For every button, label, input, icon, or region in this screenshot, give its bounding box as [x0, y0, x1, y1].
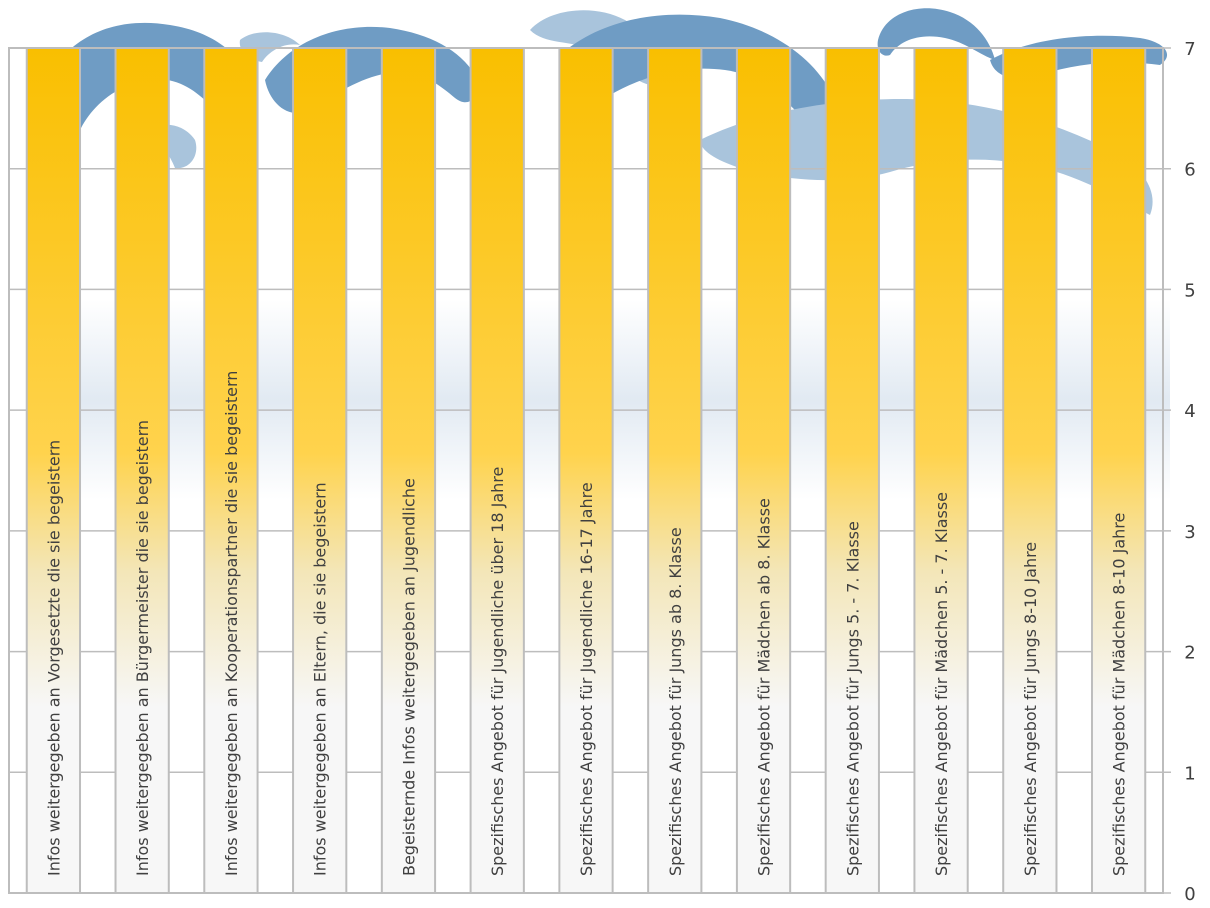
category-label: Spezifisches Angebot für Jungs 8-10 Jahr… — [1021, 542, 1040, 876]
category-label: Spezifisches Angebot für Mädchen 8-10 Ja… — [1110, 513, 1129, 876]
category-label: Spezifisches Angebot für Jugendliche 16-… — [577, 482, 596, 876]
y-axis-ticks: 0 1 2 3 4 5 6 7 — [1184, 39, 1195, 905]
wave-dark-shape — [877, 8, 995, 61]
category-label: Infos weitergegeben an Bürgermeister die… — [133, 420, 152, 876]
bar[interactable] — [380, 47, 437, 894]
bar[interactable] — [913, 47, 969, 894]
category-label: Infos weitergegeben an Vorgesetzte die s… — [44, 440, 63, 876]
category-label: Begeisternde Infos weitergegeben an Juge… — [399, 478, 418, 876]
y-tick-label: 6 — [1184, 160, 1195, 181]
bar[interactable] — [1090, 47, 1147, 894]
y-tick-label: 1 — [1184, 763, 1195, 784]
category-label: Infos weitergegeben an Kooperationspartn… — [222, 371, 241, 876]
bar[interactable] — [735, 47, 792, 894]
y-tick-label: 7 — [1184, 39, 1195, 60]
category-labels: Infos weitergegeben an Vorgesetzte die s… — [44, 371, 1128, 876]
plot-frame — [8, 47, 1164, 894]
category-label: Spezifisches Angebot für Jungs ab 8. Kla… — [666, 527, 685, 876]
category-label: Infos weitergegeben an Eltern, die sie b… — [311, 482, 330, 876]
y-tick-label: 2 — [1184, 643, 1195, 664]
category-label: Spezifisches Angebot für Jungs 5. - 7. K… — [843, 521, 862, 876]
bar[interactable] — [203, 47, 259, 894]
y-tick-label: 4 — [1184, 401, 1195, 422]
category-label: Spezifisches Angebot für Mädchen ab 8. K… — [755, 498, 774, 876]
bar[interactable] — [1002, 47, 1058, 894]
y-tick-label: 0 — [1184, 884, 1195, 904]
category-label: Spezifisches Angebot für Mädchen 5. - 7.… — [932, 492, 951, 876]
y-tick-label: 3 — [1184, 522, 1195, 543]
bars-group — [25, 47, 1147, 894]
y-tick-label: 5 — [1184, 280, 1195, 301]
bar[interactable] — [469, 47, 525, 894]
category-label: Spezifisches Angebot für Jugendliche übe… — [488, 467, 507, 876]
